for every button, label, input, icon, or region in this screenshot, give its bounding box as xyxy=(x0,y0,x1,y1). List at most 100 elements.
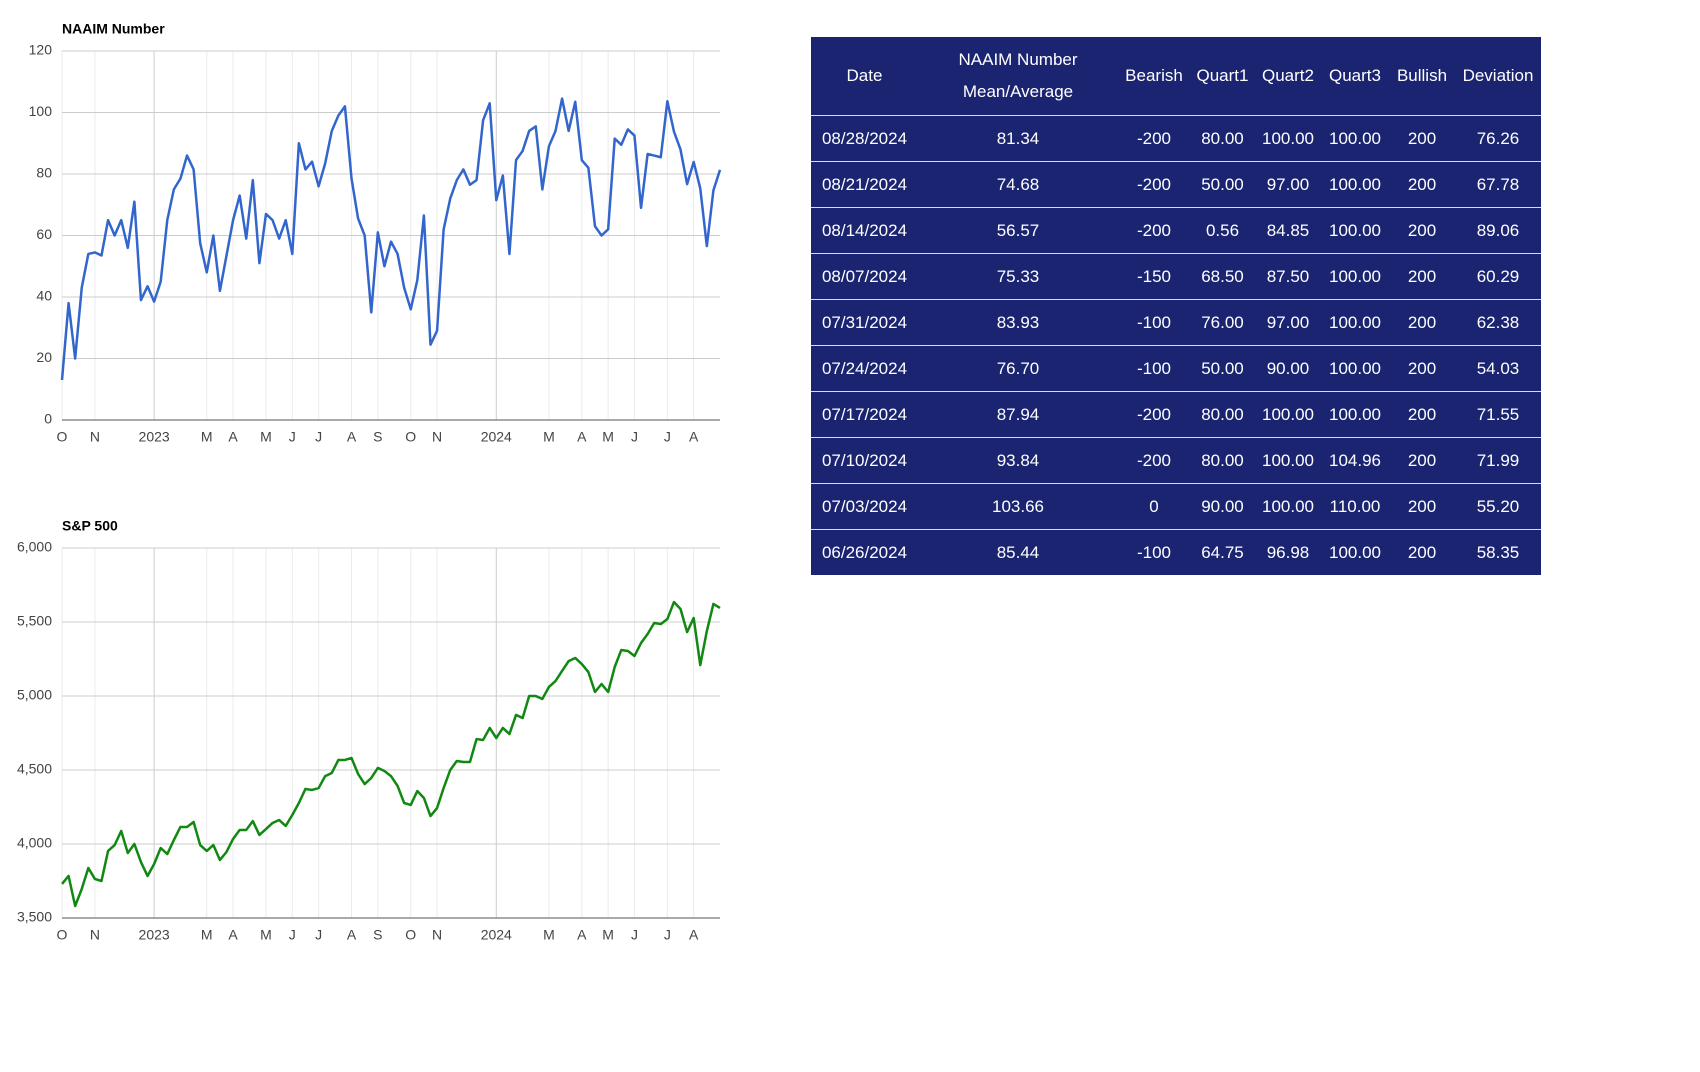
table-row: 06/26/2024 85.44 -100 64.75 96.98 100.00 200 58… xyxy=(811,529,1541,575)
table-cell: 80.00 xyxy=(1190,115,1255,162)
header-text: Bearish xyxy=(1125,66,1183,85)
data-line xyxy=(60,97,722,381)
table-cell: -200 xyxy=(1118,391,1190,438)
table-cell: 100.00 xyxy=(1321,391,1389,438)
x-tick-label: M xyxy=(201,927,213,943)
table-cell: -200 xyxy=(1118,115,1190,162)
y-tick-label: 40 xyxy=(36,288,52,304)
x-tick-label: A xyxy=(228,429,238,445)
x-tick-label: A xyxy=(689,429,699,445)
header-cell: Bearish xyxy=(1118,37,1190,116)
table-cell: 100.00 xyxy=(1255,483,1321,530)
table-cell: 89.06 xyxy=(1455,207,1541,254)
x-tick-label: O xyxy=(57,429,68,445)
x-tick-label: 2023 xyxy=(139,429,170,445)
table-cell: 81.34 xyxy=(918,115,1118,162)
header-text: Quart2 xyxy=(1262,66,1314,85)
table-cell: 200 xyxy=(1389,483,1455,530)
table-cell: 200 xyxy=(1389,345,1455,392)
x-tick-label: J xyxy=(315,429,322,445)
header-cell: Quart2 xyxy=(1255,37,1321,116)
header-cell: Bullish xyxy=(1389,37,1455,116)
header-text: NAAIM Number Mean/Average xyxy=(958,50,1078,101)
table-cell: 104.96 xyxy=(1321,437,1389,484)
table-cell: 103.66 xyxy=(918,483,1118,530)
table-cell: 100.00 xyxy=(1321,161,1389,208)
table-cell: 90.00 xyxy=(1190,483,1255,530)
x-tick-label: M xyxy=(543,429,555,445)
table-cell: 07/24/2024 xyxy=(811,345,918,392)
table-cell: 100.00 xyxy=(1321,115,1389,162)
table-cell: 200 xyxy=(1389,115,1455,162)
x-tick-label: M xyxy=(260,927,272,943)
header-text: Quart3 xyxy=(1329,66,1381,85)
table-cell: 83.93 xyxy=(918,299,1118,346)
y-tick-label: 5,500 xyxy=(17,613,52,629)
x-tick-label: J xyxy=(631,927,638,943)
table-cell: -100 xyxy=(1118,345,1190,392)
table-cell: 200 xyxy=(1389,437,1455,484)
table-cell: -150 xyxy=(1118,253,1190,300)
x-tick-label: M xyxy=(201,429,213,445)
table-cell: 200 xyxy=(1389,391,1455,438)
table-cell: 87.50 xyxy=(1255,253,1321,300)
table-cell: 100.00 xyxy=(1321,207,1389,254)
table-cell: 71.55 xyxy=(1455,391,1541,438)
table-cell: 07/31/2024 xyxy=(811,299,918,346)
table-cell: 76.70 xyxy=(918,345,1118,392)
x-tick-label: J xyxy=(664,927,671,943)
table-cell: 100.00 xyxy=(1255,437,1321,484)
table-cell: 200 xyxy=(1389,299,1455,346)
table-cell: 200 xyxy=(1389,161,1455,208)
table-cell: 08/14/2024 xyxy=(811,207,918,254)
x-tick-label: J xyxy=(631,429,638,445)
x-tick-label: N xyxy=(432,927,442,943)
table-cell: 100.00 xyxy=(1321,299,1389,346)
table-cell: -100 xyxy=(1118,299,1190,346)
x-tick-label: S xyxy=(373,429,382,445)
x-tick-label: M xyxy=(602,429,614,445)
header-cell: Quart3 xyxy=(1321,37,1389,116)
x-tick-label: N xyxy=(90,429,100,445)
header-row: Date NAAIM Number Mean/Average Bearish Quar… xyxy=(811,37,1541,116)
table-cell: 75.33 xyxy=(918,253,1118,300)
x-tick-label: M xyxy=(602,927,614,943)
x-tick-label: N xyxy=(90,927,100,943)
y-tick-label: 4,000 xyxy=(17,835,52,851)
table-cell: 55.20 xyxy=(1455,483,1541,530)
x-tick-label: O xyxy=(405,927,416,943)
table-cell: 76.26 xyxy=(1455,115,1541,162)
x-tick-label: J xyxy=(289,429,296,445)
data-line xyxy=(61,600,721,908)
x-tick-label: 2024 xyxy=(481,927,512,943)
x-tick-label: A xyxy=(577,429,587,445)
y-tick-label: 80 xyxy=(36,165,52,181)
table-row: 08/28/2024 81.34 -200 80.00 100.00 100.00 200 7… xyxy=(811,115,1541,162)
table-cell: 200 xyxy=(1389,529,1455,575)
y-tick-label: 20 xyxy=(36,349,52,365)
y-tick-label: 100 xyxy=(29,103,53,119)
table-row: 08/14/2024 56.57 -200 0.56 84.85 100.00 200 89.… xyxy=(811,207,1541,254)
table-cell: -200 xyxy=(1118,161,1190,208)
x-tick-label: J xyxy=(664,429,671,445)
table-cell: 07/17/2024 xyxy=(811,391,918,438)
chart-title: NAAIM Number xyxy=(62,21,165,37)
table-cell: 200 xyxy=(1389,207,1455,254)
table-cell: 56.57 xyxy=(918,207,1118,254)
table-cell: 200 xyxy=(1389,253,1455,300)
table-cell: 08/28/2024 xyxy=(811,115,918,162)
table-cell: -200 xyxy=(1118,437,1190,484)
table-cell: 80.00 xyxy=(1190,437,1255,484)
table-cell: 100.00 xyxy=(1255,391,1321,438)
y-tick-label: 4,500 xyxy=(17,761,52,777)
table-cell: 100.00 xyxy=(1255,115,1321,162)
table-row: 08/21/2024 74.68 -200 50.00 97.00 100.00 200 67… xyxy=(811,161,1541,208)
table-cell: 96.98 xyxy=(1255,529,1321,575)
table-cell: 74.68 xyxy=(918,161,1118,208)
table-cell: 85.44 xyxy=(918,529,1118,575)
table-row: 07/24/2024 76.70 -100 50.00 90.00 100.00 200 54… xyxy=(811,345,1541,392)
table-cell: 80.00 xyxy=(1190,391,1255,438)
table-cell: 07/03/2024 xyxy=(811,483,918,530)
